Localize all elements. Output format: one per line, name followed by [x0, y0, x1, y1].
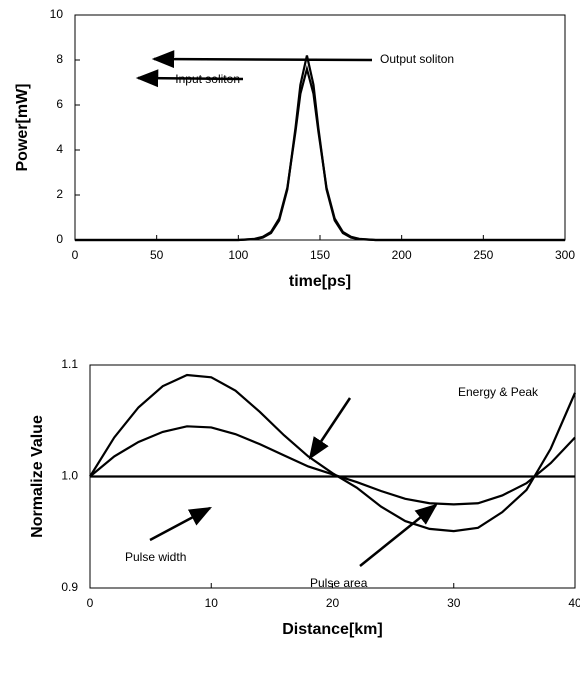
x-axis-title: Distance[km] [282, 621, 382, 638]
y-tick-label: 0 [56, 232, 63, 246]
y-tick-label: 6 [56, 97, 63, 111]
x-tick-label: 0 [87, 596, 94, 610]
annotation: Output soliton [380, 52, 454, 66]
y-tick-label: 1.0 [61, 469, 78, 483]
y-tick-label: 2 [56, 187, 63, 201]
x-tick-label: 0 [72, 248, 79, 262]
annotation-arrow [151, 50, 373, 69]
plot-frame [74, 14, 566, 241]
annotation: Input soliton [175, 72, 240, 86]
x-tick-label: 20 [326, 596, 340, 610]
y-tick-label: 10 [50, 7, 64, 21]
x-axis-title: time[ps] [289, 273, 351, 290]
annotation: Energy & Peak [458, 385, 539, 399]
series-line [89, 425, 576, 506]
x-tick-label: 30 [447, 596, 461, 610]
annotation: Pulse area [310, 576, 368, 590]
annotation-arrow [135, 69, 244, 88]
series-line [75, 64, 565, 242]
y-tick-label: 8 [56, 52, 63, 66]
x-tick-label: 250 [473, 248, 493, 262]
series-line [75, 55, 565, 242]
annotation-arrow [359, 503, 438, 567]
y-axis-title: Power[mW] [14, 84, 31, 172]
y-tick-label: 4 [56, 142, 63, 156]
annotation: Pulse width [125, 550, 186, 564]
x-tick-label: 300 [555, 248, 575, 262]
annotation-arrow [308, 397, 352, 460]
annotation-arrow [149, 506, 212, 542]
y-tick-label: 1.1 [61, 357, 78, 371]
x-tick-label: 10 [205, 596, 219, 610]
x-tick-label: 50 [150, 248, 164, 262]
x-tick-label: 150 [310, 248, 330, 262]
x-tick-label: 200 [392, 248, 412, 262]
y-tick-label: 0.9 [61, 580, 78, 594]
x-tick-label: 100 [228, 248, 248, 262]
x-tick-label: 40 [568, 596, 580, 610]
y-axis-title: Normalize Value [29, 415, 46, 538]
